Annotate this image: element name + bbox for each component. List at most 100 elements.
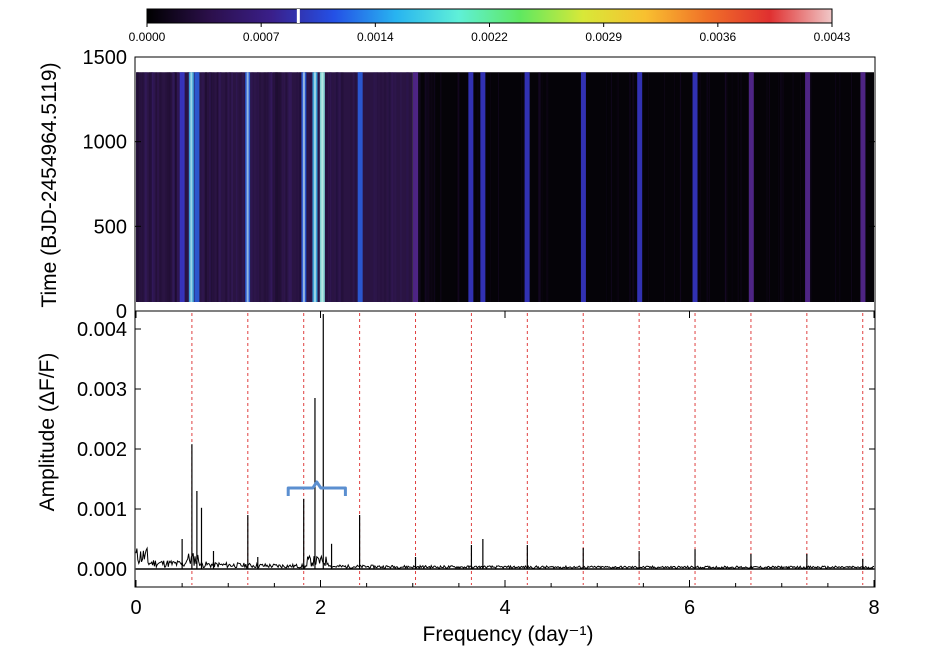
heatmap-ridge: [748, 72, 754, 302]
heatmap-texture: [477, 72, 479, 302]
heatmap-texture: [270, 72, 272, 302]
heatmap-y-label: Time (BJD-2454964.5119): [38, 62, 61, 307]
heatmap-texture: [726, 72, 728, 302]
heatmap-texture: [394, 72, 397, 302]
heatmap-texture: [187, 72, 190, 302]
heatmap-texture: [160, 72, 163, 302]
heatmap-texture: [418, 72, 421, 302]
heatmap-texture: [267, 72, 271, 302]
heatmap-texture: [380, 72, 382, 302]
heatmap-texture: [740, 72, 742, 302]
heatmap-texture: [336, 72, 339, 302]
heatmap-texture: [213, 72, 215, 302]
heatmap-texture: [456, 72, 458, 302]
heatmap-texture: [432, 72, 435, 302]
heatmap-texture: [731, 72, 733, 302]
heatmap-texture: [235, 72, 237, 302]
heatmap-texture: [231, 72, 234, 302]
heatmap-texture: [208, 72, 211, 302]
heatmap-texture: [286, 72, 288, 302]
heatmap-texture: [144, 72, 148, 302]
heatmap-texture: [428, 72, 431, 302]
heatmap-texture: [275, 72, 279, 302]
heatmap-texture: [375, 72, 378, 302]
heatmap-texture: [153, 72, 156, 302]
heatmap-texture: [259, 72, 262, 302]
heatmap-texture: [277, 72, 281, 302]
heatmap-texture: [165, 72, 169, 302]
heatmap-texture: [167, 72, 170, 302]
heatmap-ridge: [580, 72, 586, 302]
heatmap-texture: [390, 72, 393, 302]
heatmap-texture: [632, 72, 634, 302]
heatmap-ridge: [468, 72, 474, 302]
heatmap-texture: [706, 72, 708, 302]
bracket-annotation: [286, 480, 347, 496]
colorbar-bar: [146, 8, 833, 24]
spectrum-x-tick-label: 2: [315, 597, 326, 619]
heatmap-ridge: [524, 72, 530, 302]
heatmap-texture: [629, 72, 631, 302]
heatmap-texture: [737, 72, 739, 302]
heatmap-texture: [337, 72, 339, 302]
heatmap-texture: [251, 72, 254, 302]
heatmap-texture: [647, 72, 649, 302]
heatmap-y-tick-label: 1000: [83, 132, 128, 154]
heatmap-texture: [373, 72, 375, 302]
bracket-shape: [286, 480, 347, 496]
heatmap-texture: [350, 72, 352, 302]
heatmap-ridge-core: [321, 72, 324, 302]
heatmap-texture: [299, 72, 302, 302]
heatmap-texture: [225, 72, 227, 302]
heatmap-texture: [325, 72, 328, 302]
heatmap-texture: [768, 72, 770, 302]
heatmap-texture: [520, 72, 522, 302]
heatmap-texture: [433, 72, 435, 302]
heatmap-texture: [136, 72, 138, 302]
heatmap-texture: [299, 72, 303, 302]
heatmap-texture: [172, 72, 175, 302]
heatmap-texture: [334, 72, 338, 302]
heatmap-texture: [170, 72, 172, 302]
heatmap-texture: [236, 72, 238, 302]
heatmap-texture: [296, 72, 299, 302]
heatmap-texture: [174, 72, 178, 302]
heatmap-texture: [388, 72, 391, 302]
heatmap-texture: [407, 72, 409, 302]
heatmap-texture: [256, 72, 260, 302]
spectrum-y-tick-label: 0.001: [77, 499, 127, 521]
heatmap-texture: [155, 72, 157, 302]
heatmap-texture: [434, 72, 436, 302]
heatmap-texture: [278, 72, 281, 302]
heatmap-texture: [176, 72, 179, 302]
heatmap-texture: [538, 72, 540, 302]
heatmap-texture: [228, 72, 232, 302]
heatmap-texture: [724, 72, 726, 302]
spectrum-y-tick-label: 0.004: [77, 319, 127, 341]
heatmap-texture: [541, 72, 543, 302]
heatmap-texture: [225, 72, 227, 302]
heatmap-texture: [216, 72, 219, 302]
heatmap-texture: [287, 72, 291, 302]
heatmap-texture: [285, 72, 287, 302]
spectrum-panel: 0.000 0.001 0.002 0.003 0.004 0 2 4 6 8 Amplitud…: [36, 310, 880, 646]
heatmap-ridge-core: [313, 72, 316, 302]
heatmap-ridge-core: [190, 72, 193, 302]
heatmap-texture: [289, 72, 292, 302]
heatmap-texture: [405, 72, 408, 302]
spectrum-x-ticks: 0 2 4 6 8: [130, 311, 880, 619]
heatmap-texture: [329, 72, 332, 302]
heatmap-texture: [151, 72, 154, 302]
heatmap-ridge: [480, 72, 486, 302]
heatmap-texture: [157, 72, 159, 302]
heatmap-texture: [269, 72, 272, 302]
heatmap-texture: [387, 72, 390, 302]
heatmap-texture: [140, 72, 142, 302]
heatmap-texture: [254, 72, 256, 302]
heatmap-texture: [272, 72, 275, 302]
heatmap-texture: [851, 72, 853, 302]
heatmap-texture: [388, 72, 391, 302]
heatmap-texture: [227, 72, 231, 302]
heatmap-texture: [281, 72, 283, 302]
